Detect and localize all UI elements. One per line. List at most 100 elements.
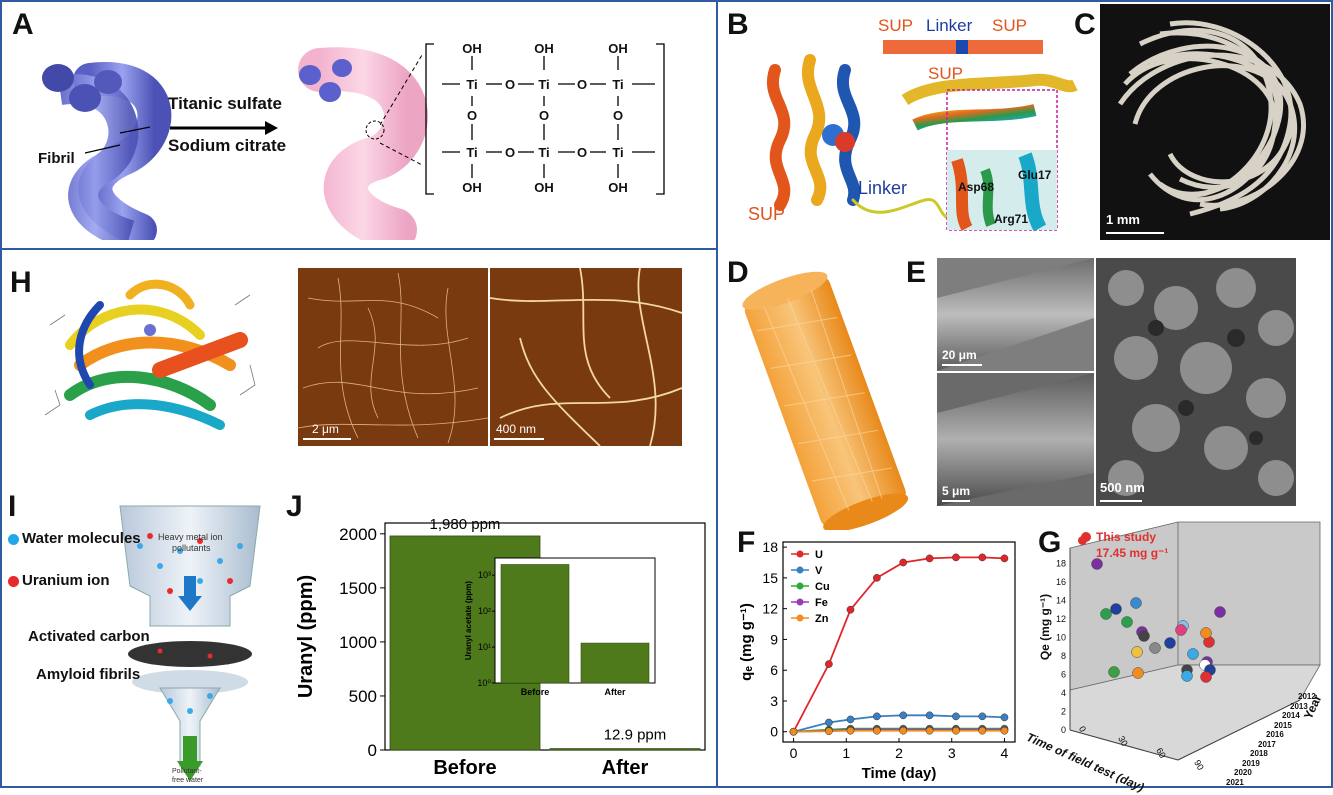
g-scatter-point [1200, 671, 1212, 683]
o-bridge-3: O [613, 108, 623, 123]
field-test-3d-scatter: 0 2 4 6 8 10 12 14 16 18 [1056, 521, 1321, 761]
g-z-axis-label: Qe (mg g⁻¹) [1038, 593, 1052, 661]
chart-f-ytick-label: 3 [770, 693, 778, 709]
chart-f-point [925, 554, 934, 563]
g-year-tick-label: 2016 [1266, 730, 1284, 739]
chart-f-point [846, 726, 855, 735]
sup-bar-left: SUP [878, 16, 913, 35]
o-2: O [577, 77, 587, 92]
g-z-tick-label: 4 [1061, 688, 1066, 698]
pollutant-free-label-2: free water [172, 777, 204, 784]
residue-arg71: Arg71 [994, 212, 1029, 226]
chart-j-ytick-label: 2000 [339, 525, 377, 544]
scale-bar-e1 [942, 364, 982, 366]
o-bridge-1: O [467, 108, 477, 123]
chart-f-point [846, 605, 855, 614]
sup-bar-right: SUP [992, 16, 1027, 35]
chart-j-inset-category-label: Before [521, 687, 550, 697]
o-1: O [505, 77, 515, 92]
linker-mid-label: Linker [858, 178, 908, 198]
chart-j-data-label: 12.9 ppm [604, 727, 667, 744]
g-year-tick-label: 2017 [1258, 739, 1276, 749]
g-scatter-point [1138, 630, 1150, 642]
sem-image-fiber-bottom [937, 373, 1094, 506]
pollutant-free-label: Pollutant- [172, 768, 202, 775]
g-year-tick-label: 2019 [1242, 758, 1260, 768]
chart-f-point [899, 726, 908, 735]
chart-f-legend-marker [796, 598, 804, 606]
chart-f-legend-marker [796, 550, 804, 558]
ti-4: Ti [466, 145, 477, 160]
uranyl-bar-chart: 0 500 1000 1500 2000 Uranyl (ppm) Before 1,980 … [295, 516, 706, 779]
chart-f-point [1000, 554, 1009, 563]
g-z-tick-label: 12 [1056, 614, 1066, 624]
titanium-oxide-structure: OH OH OH Ti O Ti O Ti O O O Ti O Ti O Ti… [425, 41, 665, 195]
scale-text-h2: 400 nm [496, 422, 537, 436]
chart-j-ytick-label: 0 [368, 741, 377, 760]
chart-f-legend-marker [796, 582, 804, 590]
oh-top-3: OH [608, 41, 628, 56]
chart-f-point [978, 712, 987, 721]
panel-label-g: G [1038, 526, 1062, 559]
chart-f-xtick-label: 3 [948, 745, 956, 761]
sem-image-fiber-top [937, 258, 1094, 371]
g-scatter-point [1164, 637, 1176, 649]
reagent-titanic-sulfate: Titanic sulfate [168, 94, 282, 113]
scale-bar-e3 [1100, 500, 1142, 502]
protein-structure-b [767, 40, 1078, 232]
g-z-tick-label: 16 [1056, 577, 1066, 587]
g-z-tick-label: 10 [1056, 633, 1066, 643]
chart-j-inset-ylabel: Uranyl acetate (ppm) [464, 581, 473, 660]
activated-carbon-label: Activated carbon [28, 628, 150, 645]
g-year-tick-label: 2020 [1234, 768, 1252, 777]
chart-f-legend-marker [796, 614, 804, 622]
chart-f-point [925, 726, 934, 735]
panel-label-a: A [12, 8, 34, 41]
scale-text-e3: 500 nm [1100, 480, 1145, 495]
g-scatter-point [1110, 603, 1122, 615]
afm-image-left [298, 268, 488, 446]
o-bridge-2: O [539, 108, 549, 123]
chart-f-legend-label: Fe [815, 597, 828, 609]
chart-f-ytick-label: 12 [762, 601, 778, 617]
filter-illustration [119, 505, 261, 781]
g-scatter-point [1132, 667, 1144, 679]
chart-f-point [825, 660, 833, 668]
chart-j-inset-ytick-label: 10⁰ [477, 678, 491, 688]
ti-6: Ti [612, 145, 623, 160]
g-scatter-point [1121, 616, 1133, 628]
scale-bar-h2 [494, 438, 544, 440]
chart-j-ytick-label: 1500 [339, 579, 377, 598]
g-year-tick-label: 2012 [1298, 692, 1316, 701]
chart-j-inset-bar [580, 642, 650, 684]
chart-f-ytick-label: 9 [770, 631, 778, 647]
chart-f-ylabel: qₑ (mg g⁻¹) [738, 603, 755, 681]
chart-f-xlabel: Time (day) [862, 765, 937, 782]
g-scatter-point [1100, 608, 1112, 620]
chart-f-point [978, 726, 987, 735]
ti-5: Ti [538, 145, 549, 160]
chart-f-ytick-label: 0 [770, 724, 778, 740]
g-scatter-point [1181, 670, 1193, 682]
panel-label-c: C [1074, 8, 1096, 41]
oh-bottom-2: OH [534, 180, 554, 195]
chart-f-point [952, 712, 960, 721]
heavy-metal-label: Heavy metal ion [158, 532, 223, 542]
g-scatter-point [1091, 558, 1103, 570]
this-study-dot [1078, 536, 1087, 545]
chart-j-inset-bar [500, 564, 570, 684]
legend-uranium-dot [8, 576, 19, 587]
scale-text-c: 1 mm [1106, 212, 1140, 227]
scale-bar-h1 [303, 438, 351, 440]
heavy-metal-label-2: pollutants [172, 543, 211, 553]
scale-bar-c [1106, 232, 1164, 234]
g-scatter-point [1131, 646, 1143, 658]
chart-f-point [1000, 726, 1009, 735]
legend-uranium-label: Uranium ion [22, 572, 110, 589]
scale-text-e2: 5 μm [942, 484, 971, 498]
chart-f-legend-marker [796, 566, 804, 574]
chart-f-point [952, 553, 960, 562]
g-scatter-point [1108, 666, 1120, 678]
g-scatter-point [1175, 624, 1187, 636]
